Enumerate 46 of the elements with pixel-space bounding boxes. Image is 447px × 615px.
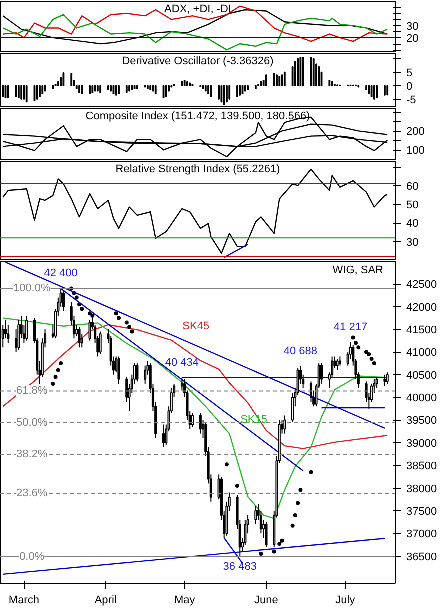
y-tick-label: 30 <box>406 236 419 249</box>
y-tick-label: 50 <box>406 199 419 212</box>
y-tick-label: 38500 <box>406 460 438 473</box>
x-tick-label: April <box>94 594 117 606</box>
chart-title: Relative Strength Index (55.2261) <box>116 164 280 176</box>
y-tick-label: 40500 <box>406 370 438 382</box>
y-tick-label: 20 <box>406 32 419 45</box>
y-tick-label: 60 <box>406 180 419 193</box>
series-label: SK45 <box>182 320 210 332</box>
y-tick-label: 36500 <box>406 551 438 564</box>
y-tick-label: 41000 <box>406 347 438 360</box>
y-tick-label: 0 <box>406 80 413 93</box>
y-tick-label: 41500 <box>406 324 438 337</box>
annotation: 38.2% <box>16 448 48 461</box>
annotation: 40 688 <box>284 345 318 358</box>
y-tick-label: 42500 <box>406 279 438 292</box>
y-tick-label: 5 <box>406 67 413 80</box>
x-tick-label: May <box>174 594 196 606</box>
y-tick-label: 37500 <box>406 506 438 518</box>
y-tick-label: 39000 <box>406 438 438 450</box>
x-tick-label: June <box>254 594 278 606</box>
x-tick-label: March <box>8 594 40 606</box>
annotation: 40 434 <box>165 356 200 369</box>
annotation: 42 400 <box>44 268 78 280</box>
y-tick-label: 40 <box>406 218 419 230</box>
annotation: 36 483 <box>223 561 257 574</box>
annotation: 61.8% <box>16 385 48 398</box>
y-tick-label: 40000 <box>406 392 438 405</box>
y-tick-label: -5 <box>406 94 416 106</box>
y-tick-label: 37000 <box>406 528 438 541</box>
y-tick-label: 30 <box>406 20 419 33</box>
chart-title: ADX, +DI, -DI <box>164 4 232 16</box>
y-tick-label: 38000 <box>406 483 438 496</box>
chart-title: Derivative Oscillator (-3.36326) <box>122 56 274 68</box>
annotation: 50.0% <box>16 416 48 429</box>
annotation: 41 217 <box>334 321 368 334</box>
annotation: 23.6% <box>16 488 48 500</box>
y-tick-label: 42000 <box>406 302 438 314</box>
y-tick-label: 100 <box>406 145 425 158</box>
y-tick-label: 200 <box>406 126 425 138</box>
annotation: 0.0% <box>20 551 45 564</box>
chart-title: WIG, SAR <box>332 264 384 276</box>
chart-title: Composite Index (151.472, 139.500, 180.566) <box>86 110 310 122</box>
x-tick-label: July <box>336 594 356 606</box>
y-tick-label: 39500 <box>406 415 438 428</box>
annotation: 100.0% <box>13 282 51 295</box>
